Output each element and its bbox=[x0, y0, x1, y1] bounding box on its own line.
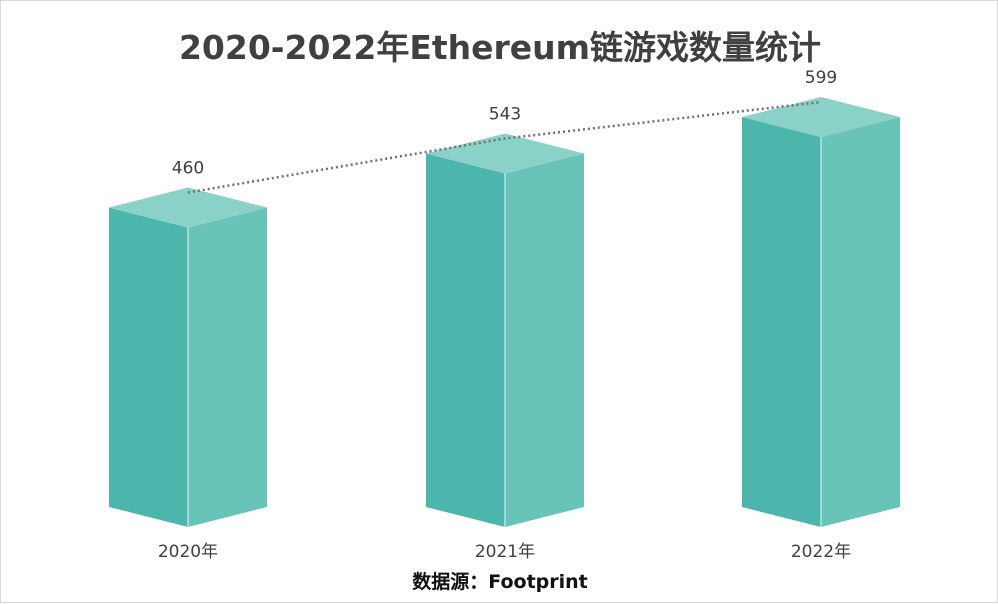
bars-layer bbox=[109, 97, 900, 528]
bar-front-face bbox=[426, 153, 505, 527]
data-label: 599 bbox=[805, 68, 837, 88]
bar-top-face bbox=[426, 133, 584, 174]
x-tick-label: 2020年 bbox=[158, 542, 218, 562]
trend-line bbox=[187, 100, 822, 194]
data-label: 543 bbox=[489, 105, 521, 125]
bar-2021年 bbox=[426, 133, 584, 527]
bar-side-face bbox=[188, 207, 267, 528]
bar-top-face bbox=[109, 187, 267, 228]
bar-side-face bbox=[821, 117, 900, 528]
x-tick-label: 2021年 bbox=[475, 542, 535, 562]
bar-side-face bbox=[505, 153, 584, 527]
bar-top-face bbox=[742, 97, 900, 138]
bar-front-face bbox=[742, 117, 821, 528]
bar-2022年 bbox=[742, 97, 900, 528]
chart-title: 2020-2022年Ethereum链游戏数量统计 bbox=[178, 28, 822, 67]
bar-front-face bbox=[109, 207, 188, 528]
bar-2020年 bbox=[109, 187, 267, 528]
data-source: 数据源：Footprint bbox=[412, 571, 588, 593]
labels-layer: 460 2020年 543 2021年 599 2022年 bbox=[158, 68, 851, 562]
trend-layer bbox=[187, 100, 822, 194]
x-tick-label: 2022年 bbox=[791, 542, 851, 562]
data-label: 460 bbox=[172, 159, 204, 179]
